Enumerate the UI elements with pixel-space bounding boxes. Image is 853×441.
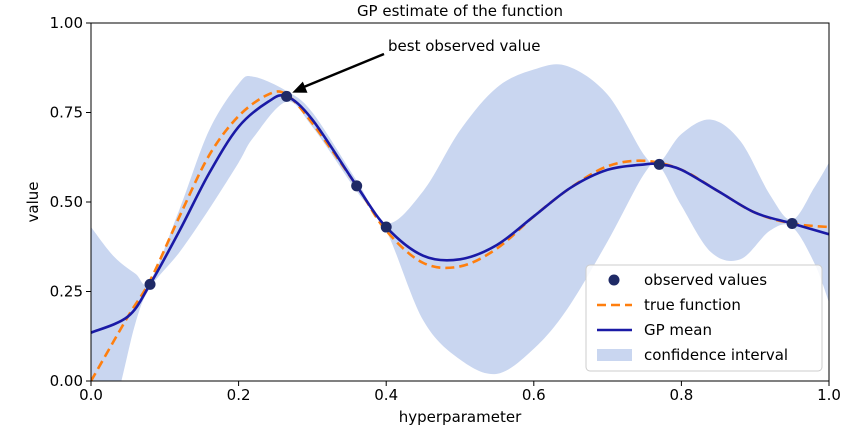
- legend-label-observed: observed values: [644, 271, 767, 289]
- annotation-label: best observed value: [388, 37, 541, 55]
- observed-point: [786, 217, 798, 229]
- annotation-arrow-head: [292, 81, 308, 93]
- y-tick-label: 0.75: [50, 104, 83, 122]
- x-tick-label: 0.8: [669, 386, 693, 404]
- y-tick-label: 0.50: [50, 193, 83, 211]
- legend-label-confidence: confidence interval: [644, 346, 788, 364]
- observed-point: [281, 90, 293, 102]
- x-tick-label: 0.2: [227, 386, 251, 404]
- legend-marker-confidence: [597, 349, 632, 361]
- observed-point: [380, 221, 392, 233]
- confidence-band: [91, 64, 829, 381]
- legend-box: [585, 264, 823, 372]
- legend-label-true-function: true function: [644, 296, 741, 314]
- observed-point: [653, 158, 665, 170]
- observed-point: [351, 180, 363, 192]
- x-tick-label: 1.0: [817, 386, 841, 404]
- chart-title: GP estimate of the function: [357, 2, 563, 20]
- x-tick-label: 0.4: [374, 386, 398, 404]
- x-tick-label: 0.6: [522, 386, 546, 404]
- y-tick-label: 1.00: [50, 14, 83, 32]
- x-tick-label: 0.0: [79, 386, 103, 404]
- observed-point: [144, 278, 156, 290]
- legend-label-gp-mean: GP mean: [644, 321, 712, 339]
- annotation-arrow-shaft: [301, 52, 385, 89]
- x-axis-label: hyperparameter: [399, 408, 522, 426]
- y-tick-label: 0.25: [50, 283, 83, 301]
- gp-mean-line: [91, 93, 829, 334]
- y-axis-label: value: [24, 182, 42, 223]
- legend-marker-observed: [608, 274, 620, 286]
- y-tick-label: 0.00: [50, 372, 83, 390]
